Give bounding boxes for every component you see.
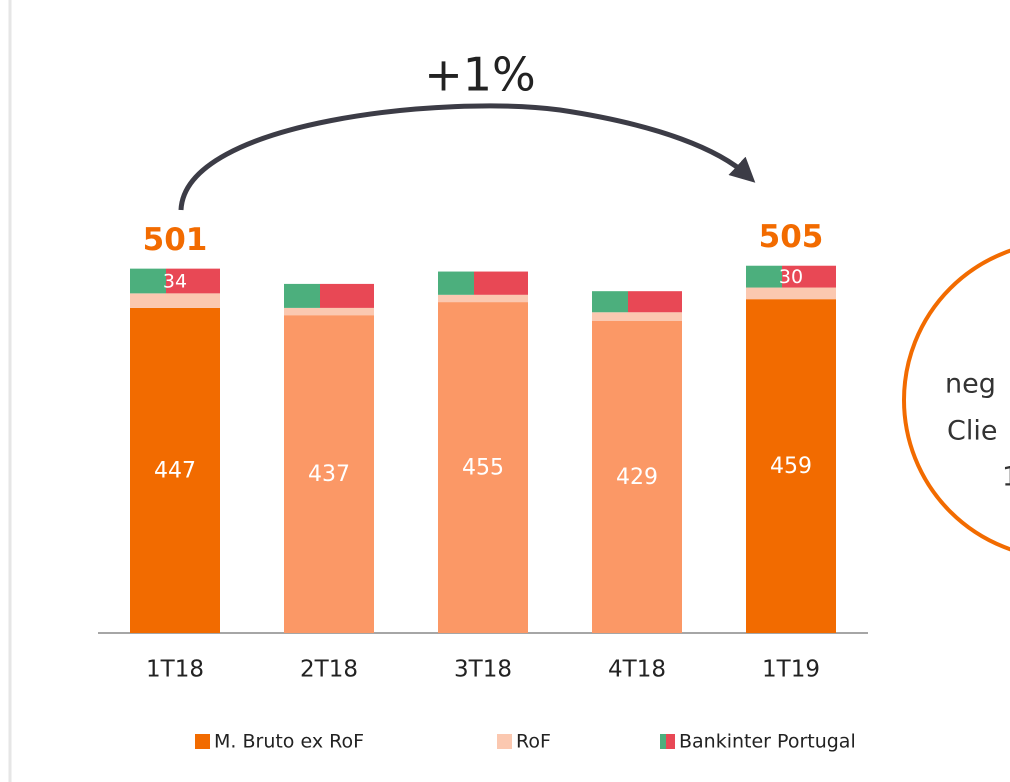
data-label: 437 [308,462,350,487]
bar-segment [746,287,836,300]
bar-segment [130,268,220,294]
bar-segment [284,307,374,316]
x-tick-label: 1T19 [762,657,820,683]
bar-segment [438,294,528,303]
bar-segment [592,321,682,633]
legend-swatch [497,734,512,749]
bar-segment [284,283,374,308]
bar-segment [284,315,374,633]
side-note: Clie [947,416,997,447]
bar-segment [130,293,220,308]
side-note: neg [945,369,996,400]
legend-label: RoF [516,731,551,753]
data-label: 34 [163,271,187,293]
legend-label: Bankinter Portugal [679,731,856,753]
bar-segment [438,302,528,633]
legend-label: M. Bruto ex RoF [214,731,364,753]
total-label: 505 [759,219,824,255]
bar-segment [130,307,220,633]
side-note: 1 [1002,462,1010,493]
bar-segment [592,291,682,313]
bar-segment [746,265,836,288]
data-label: 447 [154,458,196,483]
bar-segment [438,271,528,295]
data-label: 429 [616,465,658,490]
note-circle [902,248,1010,552]
total-label: 501 [143,222,208,258]
chart-title: +1% [424,48,536,102]
x-tick-label: 1T18 [146,657,204,683]
data-label: 30 [779,266,803,288]
bar-segment [592,312,682,321]
growth-arrow [178,103,756,211]
legend-swatch [195,734,210,749]
bar-segment [746,299,836,633]
x-tick-label: 2T18 [300,657,358,683]
x-tick-label: 4T18 [608,657,666,683]
data-label: 455 [462,456,504,481]
legend-swatch [660,734,675,749]
x-tick-label: 3T18 [454,657,512,683]
data-label: 459 [770,454,812,479]
